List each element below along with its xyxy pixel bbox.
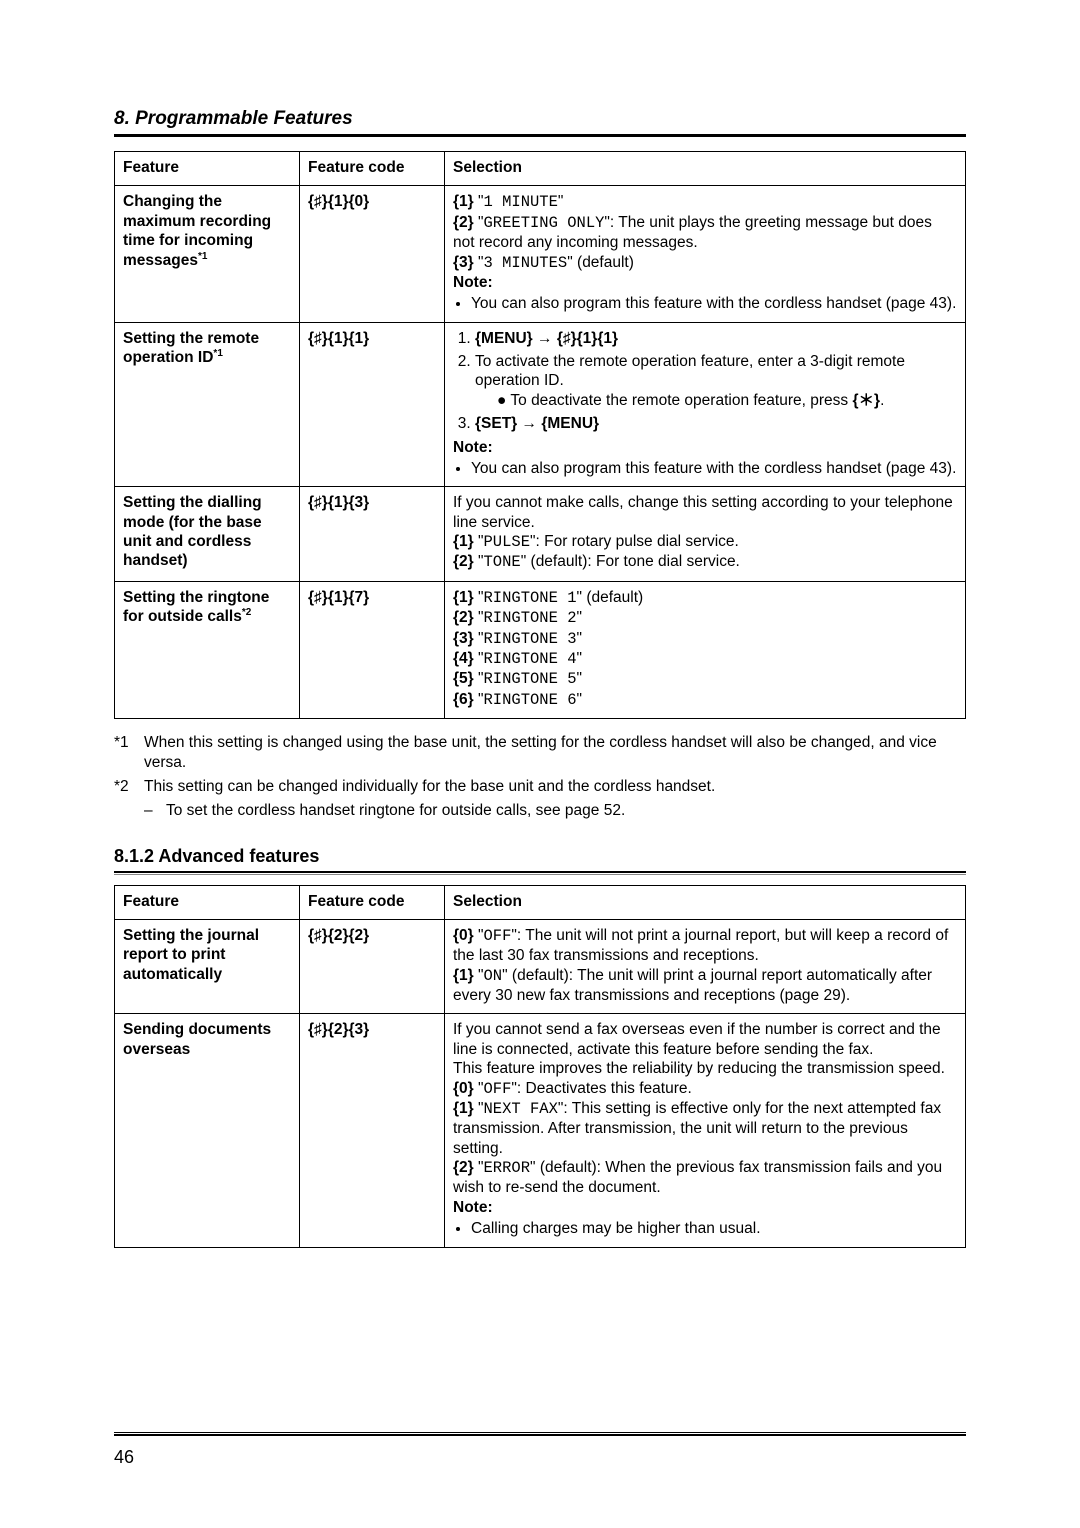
table-row: Changing the maximum recording time for … (115, 186, 966, 322)
cell-selection: If you cannot make calls, change this se… (445, 487, 966, 582)
table-row: Setting the dialling mode (for the base … (115, 487, 966, 582)
cell-selection: {1} "1 MINUTE"{2} "GREETING ONLY": The u… (445, 186, 966, 322)
chapter-title: 8. Programmable Features (114, 108, 966, 130)
page-number: 46 (114, 1447, 134, 1468)
cell-selection: {0} "OFF": The unit will not print a jou… (445, 919, 966, 1014)
chapter-rule (114, 134, 966, 137)
footnote-1: *1 When this setting is changed using th… (114, 733, 966, 773)
footnotes: *1 When this setting is changed using th… (114, 733, 966, 822)
table-row: Sending documents overseas {♯}{2}{3} If … (115, 1014, 966, 1247)
section-rule (114, 871, 966, 875)
footnote-mark: *2 (114, 777, 144, 797)
cell-selection: If you cannot send a fax overseas even i… (445, 1014, 966, 1247)
footnote-text: When this setting is changed using the b… (144, 733, 966, 773)
col-selection: Selection (445, 885, 966, 919)
table-row: Setting the ringtone for outside calls*2… (115, 581, 966, 718)
col-code: Feature code (300, 152, 445, 186)
features-table-2: Feature Feature code Selection Setting t… (114, 885, 966, 1248)
cell-code: {♯}{2}{3} (300, 1014, 445, 1247)
cell-code: {♯}{2}{2} (300, 919, 445, 1014)
cell-feature: Setting the journal report to print auto… (115, 919, 300, 1014)
table-header-row: Feature Feature code Selection (115, 885, 966, 919)
section-title: 8.1.2 Advanced features (114, 846, 966, 867)
footnote-sub-dash: – (144, 801, 166, 821)
footnote-text: This setting can be changed individually… (144, 777, 966, 797)
footnote-2-sub: – To set the cordless handset ringtone f… (144, 801, 966, 821)
col-selection: Selection (445, 152, 966, 186)
cell-selection: {MENU} → {♯}{1}{1}To activate the remote… (445, 322, 966, 487)
cell-code: {♯}{1}{0} (300, 186, 445, 322)
cell-feature: Sending documents overseas (115, 1014, 300, 1247)
table-header-row: Feature Feature code Selection (115, 152, 966, 186)
cell-feature: Changing the maximum recording time for … (115, 186, 300, 322)
footnote-mark: *1 (114, 733, 144, 773)
cell-code: {♯}{1}{1} (300, 322, 445, 487)
col-code: Feature code (300, 885, 445, 919)
cell-selection: {1} "RINGTONE 1" (default){2} "RINGTONE … (445, 581, 966, 718)
cell-feature: Setting the ringtone for outside calls*2 (115, 581, 300, 718)
footer-rule (114, 1432, 966, 1436)
cell-feature: Setting the dialling mode (for the base … (115, 487, 300, 582)
cell-code: {♯}{1}{3} (300, 487, 445, 582)
footnote-2: *2 This setting can be changed individua… (114, 777, 966, 797)
cell-feature: Setting the remote operation ID*1 (115, 322, 300, 487)
col-feature: Feature (115, 152, 300, 186)
table-row: Setting the remote operation ID*1 {♯}{1}… (115, 322, 966, 487)
features-table-1: Feature Feature code Selection Changing … (114, 151, 966, 719)
cell-code: {♯}{1}{7} (300, 581, 445, 718)
footnote-sub-text: To set the cordless handset ringtone for… (166, 801, 625, 821)
table-row: Setting the journal report to print auto… (115, 919, 966, 1014)
col-feature: Feature (115, 885, 300, 919)
